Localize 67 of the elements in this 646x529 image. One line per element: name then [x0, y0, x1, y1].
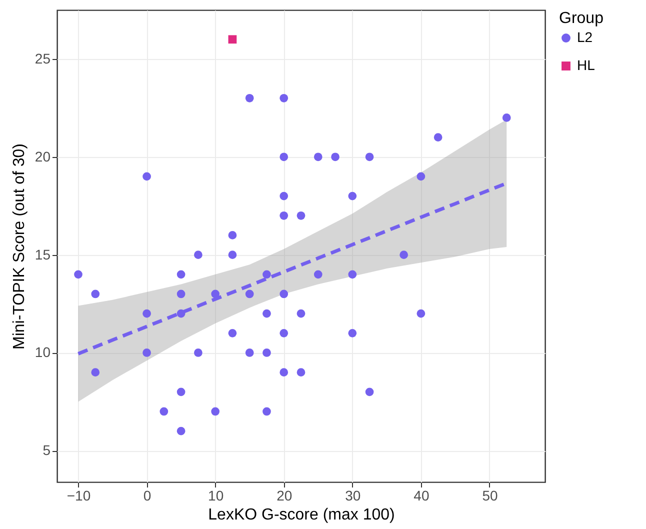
- x-tick-label: 0: [143, 488, 152, 504]
- point: [314, 152, 322, 162]
- point: [91, 368, 100, 376]
- legend-title: Group: [559, 10, 604, 27]
- point: [365, 388, 374, 396]
- y-tick-label: 25: [34, 50, 51, 66]
- point: [365, 152, 374, 162]
- point: [262, 270, 271, 279]
- point: [280, 328, 288, 338]
- point: [176, 290, 186, 298]
- y-axis-title: Mini-TOPIK Score (out of 30): [10, 144, 28, 350]
- point: [228, 328, 237, 338]
- y-tick-label: 5: [42, 442, 51, 458]
- legend-label: L2: [577, 29, 593, 45]
- point: [176, 270, 186, 279]
- y-tick-label: 10: [34, 344, 51, 360]
- point: [228, 231, 237, 240]
- point: [280, 152, 288, 162]
- point: [262, 309, 271, 318]
- point: [194, 348, 202, 357]
- point: [262, 348, 271, 357]
- y-tick-label: 20: [34, 148, 51, 164]
- point: [416, 309, 426, 318]
- x-tick-label: 40: [414, 488, 430, 504]
- point: [142, 348, 151, 357]
- point: [280, 211, 288, 220]
- point: [262, 407, 271, 416]
- point: [348, 270, 357, 279]
- point: [176, 309, 186, 318]
- point: [280, 94, 288, 102]
- x-tick-label: 30: [345, 488, 361, 504]
- point: [245, 348, 254, 357]
- legend-label: HL: [577, 57, 596, 73]
- point: [502, 114, 511, 122]
- point: [348, 192, 357, 200]
- point: [434, 133, 442, 142]
- x-tick-label: 50: [482, 488, 498, 504]
- point: [280, 192, 288, 200]
- point: [245, 290, 254, 298]
- x-tick-label: −10: [66, 488, 91, 504]
- point: [280, 290, 288, 298]
- point: [176, 426, 186, 436]
- point: [91, 290, 100, 298]
- point: [245, 94, 254, 102]
- point: [296, 211, 306, 220]
- point: [176, 388, 186, 396]
- point: [400, 250, 408, 259]
- y-tick-label: 15: [34, 246, 51, 262]
- point: [296, 368, 306, 376]
- point: [211, 407, 220, 416]
- x-axis-title: LexKO G-score (max 100): [208, 506, 395, 524]
- point: [142, 172, 151, 181]
- point: [74, 270, 82, 279]
- point: [211, 290, 220, 298]
- point: [160, 407, 168, 416]
- x-tick-label: 20: [276, 488, 292, 504]
- x-tick-label: 10: [208, 488, 224, 504]
- point: [142, 309, 151, 318]
- point: [228, 35, 237, 44]
- point: [194, 250, 202, 259]
- point: [348, 328, 357, 338]
- point: [296, 309, 306, 318]
- point: [280, 368, 288, 376]
- point: [331, 152, 340, 162]
- point: [314, 270, 322, 279]
- point: [228, 250, 237, 259]
- point: [416, 172, 426, 181]
